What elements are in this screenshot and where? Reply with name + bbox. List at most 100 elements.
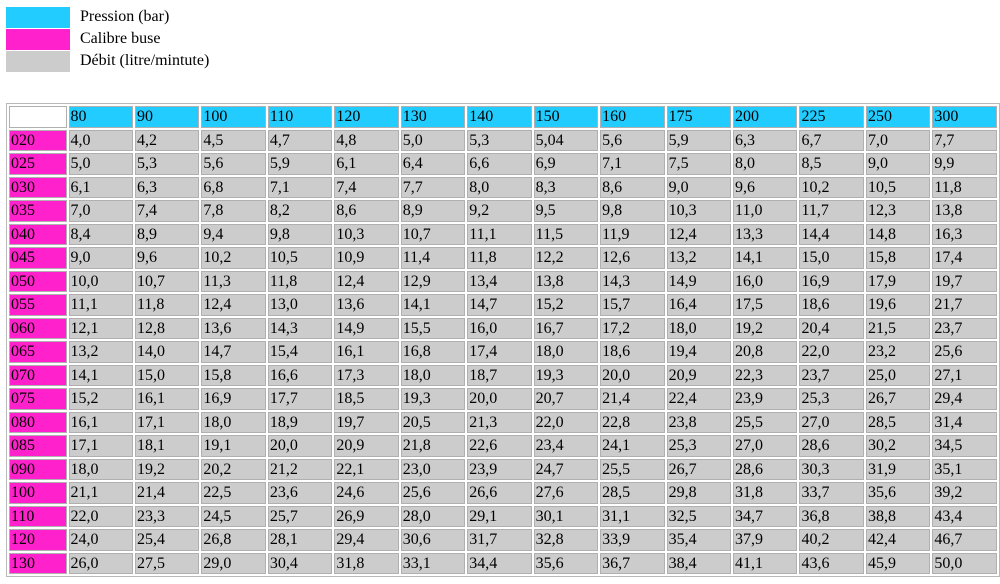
flow-rate-cell: 28,6 xyxy=(733,458,798,480)
flow-rate-cell: 14,7 xyxy=(467,294,532,316)
table-row: 080 16,1 17,1 18,0 18,9 19,7 20,5 21,3 22,0 22,8 2… xyxy=(9,411,997,433)
flow-rate-cell: 35,1 xyxy=(932,458,997,480)
flow-rate-cell: 15,0 xyxy=(134,364,200,386)
flow-rate-cell: 12,4 xyxy=(666,223,732,245)
flow-rate-cell: 25,5 xyxy=(600,458,665,480)
flow-rate-cell: 39,2 xyxy=(932,482,997,504)
nozzle-size-cell: 025 xyxy=(9,153,67,175)
flow-rate-cell: 15,5 xyxy=(400,317,466,339)
flow-rate-cell: 11,5 xyxy=(533,223,599,245)
flow-rate-cell: 19,4 xyxy=(666,341,732,363)
flow-rate-cell: 14,7 xyxy=(201,341,266,363)
flow-rate-cell: 14,0 xyxy=(134,341,200,363)
flow-rate-cell: 6,1 xyxy=(68,176,133,198)
nozzle-size-cell: 030 xyxy=(9,176,67,198)
flow-rate-cell: 15,8 xyxy=(865,247,931,269)
flow-rate-cell: 19,2 xyxy=(733,317,798,339)
flow-rate-cell: 26,8 xyxy=(201,529,266,551)
flow-rate-cell: 9,8 xyxy=(600,200,665,222)
table-row: 130 26,0 27,5 29,0 30,4 31,8 33,1 34,4 35,6 36,7 3… xyxy=(9,552,997,574)
flow-rate-cell: 20,8 xyxy=(733,341,798,363)
pressure-header-cell: 250 xyxy=(865,106,931,128)
legend-swatch xyxy=(6,28,70,50)
flow-rate-cell: 27,5 xyxy=(134,552,200,574)
nozzle-size-cell: 045 xyxy=(9,247,67,269)
flow-rate-cell: 34,5 xyxy=(932,435,997,457)
flow-rate-cell: 16,0 xyxy=(733,270,798,292)
flow-rate-cell: 12,6 xyxy=(600,247,665,269)
flow-rate-cell: 8,0 xyxy=(733,153,798,175)
flow-rate-cell: 23,7 xyxy=(932,317,997,339)
flow-rate-cell: 7,4 xyxy=(134,200,200,222)
nozzle-size-cell: 060 xyxy=(9,317,67,339)
table-row: 055 11,1 11,8 12,4 13,0 13,6 14,1 14,7 15,2 15,7 1… xyxy=(9,294,997,316)
legend-item: Pression (bar) xyxy=(6,6,209,28)
flow-rate-cell: 27,0 xyxy=(799,411,864,433)
nozzle-size-cell: 065 xyxy=(9,341,67,363)
flow-rate-cell: 14,8 xyxy=(865,223,931,245)
flow-rate-cell: 17,2 xyxy=(600,317,665,339)
flow-rate-cell: 12,4 xyxy=(201,294,266,316)
flow-rate-cell: 9,4 xyxy=(201,223,266,245)
flow-rate-cell: 5,0 xyxy=(68,153,133,175)
flow-rate-cell: 9,6 xyxy=(134,247,200,269)
flow-rate-cell: 29,4 xyxy=(334,529,399,551)
flow-rate-cell: 9,8 xyxy=(267,223,333,245)
flow-rate-cell: 30,3 xyxy=(799,458,864,480)
flow-rate-cell: 23,0 xyxy=(400,458,466,480)
flow-rate-cell: 14,1 xyxy=(400,294,466,316)
nozzle-size-cell: 130 xyxy=(9,552,67,574)
flow-rate-cell: 10,5 xyxy=(267,247,333,269)
flow-rate-cell: 26,9 xyxy=(334,505,399,527)
flow-rate-cell: 25,6 xyxy=(932,341,997,363)
flow-rate-cell: 41,1 xyxy=(733,552,798,574)
table-row: 090 18,0 19,2 20,2 21,2 22,1 23,0 23,9 24,7 25,5 2… xyxy=(9,458,997,480)
flow-rate-cell: 13,0 xyxy=(267,294,333,316)
table-row: 025 5,0 5,3 5,6 5,9 6,1 6,4 6,6 6,9 7,1 7,5 8,0 8,5 9… xyxy=(9,153,997,175)
legend-label: Calibre buse xyxy=(80,30,161,47)
flow-rate-cell: 30,4 xyxy=(267,552,333,574)
flow-rate-cell: 5,0 xyxy=(400,129,466,151)
flow-rate-cell: 9,2 xyxy=(467,200,532,222)
flow-rate-cell: 6,1 xyxy=(334,153,399,175)
flow-rate-table: 80 90 100 110 120 130 140 150 160 175 200 225 250 300… xyxy=(6,103,1000,577)
nozzle-size-cell: 090 xyxy=(9,458,67,480)
flow-rate-cell: 6,3 xyxy=(134,176,200,198)
flow-rate-cell: 8,6 xyxy=(600,176,665,198)
nozzle-size-cell: 050 xyxy=(9,270,67,292)
flow-rate-cell: 18,0 xyxy=(533,341,599,363)
legend-swatch xyxy=(6,6,70,28)
flow-rate-cell: 9,6 xyxy=(733,176,798,198)
flow-rate-cell: 18,0 xyxy=(68,458,133,480)
flow-rate-cell: 23,7 xyxy=(799,364,864,386)
flow-rate-cell: 11,9 xyxy=(600,223,665,245)
table-row: 110 22,0 23,3 24,5 25,7 26,9 28,0 29,1 30,1 31,1 3… xyxy=(9,505,997,527)
flow-rate-cell: 19,1 xyxy=(201,435,266,457)
flow-rate-cell: 36,7 xyxy=(600,552,665,574)
flow-rate-cell: 33,9 xyxy=(600,529,665,551)
flow-rate-cell: 43,4 xyxy=(932,505,997,527)
flow-rate-cell: 11,7 xyxy=(799,200,864,222)
flow-rate-cell: 37,9 xyxy=(733,529,798,551)
flow-rate-cell: 31,7 xyxy=(467,529,532,551)
flow-rate-cell: 14,9 xyxy=(666,270,732,292)
flow-rate-cell: 4,2 xyxy=(134,129,200,151)
flow-rate-cell: 17,4 xyxy=(467,341,532,363)
flow-rate-cell: 8,9 xyxy=(134,223,200,245)
flow-rate-cell: 19,3 xyxy=(400,388,466,410)
nozzle-size-cell: 055 xyxy=(9,294,67,316)
flow-rate-cell: 18,7 xyxy=(467,364,532,386)
flow-rate-cell: 13,3 xyxy=(733,223,798,245)
flow-rate-cell: 18,6 xyxy=(600,341,665,363)
flow-rate-cell: 11,1 xyxy=(68,294,133,316)
nozzle-size-cell: 110 xyxy=(9,505,67,527)
flow-rate-cell: 15,4 xyxy=(267,341,333,363)
flow-rate-cell: 33,7 xyxy=(799,482,864,504)
pressure-header-cell: 160 xyxy=(600,106,665,128)
flow-rate-cell: 11,8 xyxy=(467,247,532,269)
flow-rate-cell: 24,1 xyxy=(600,435,665,457)
flow-rate-cell: 4,7 xyxy=(267,129,333,151)
flow-rate-cell: 17,7 xyxy=(267,388,333,410)
corner-cell xyxy=(9,106,67,128)
flow-rate-cell: 20,0 xyxy=(267,435,333,457)
